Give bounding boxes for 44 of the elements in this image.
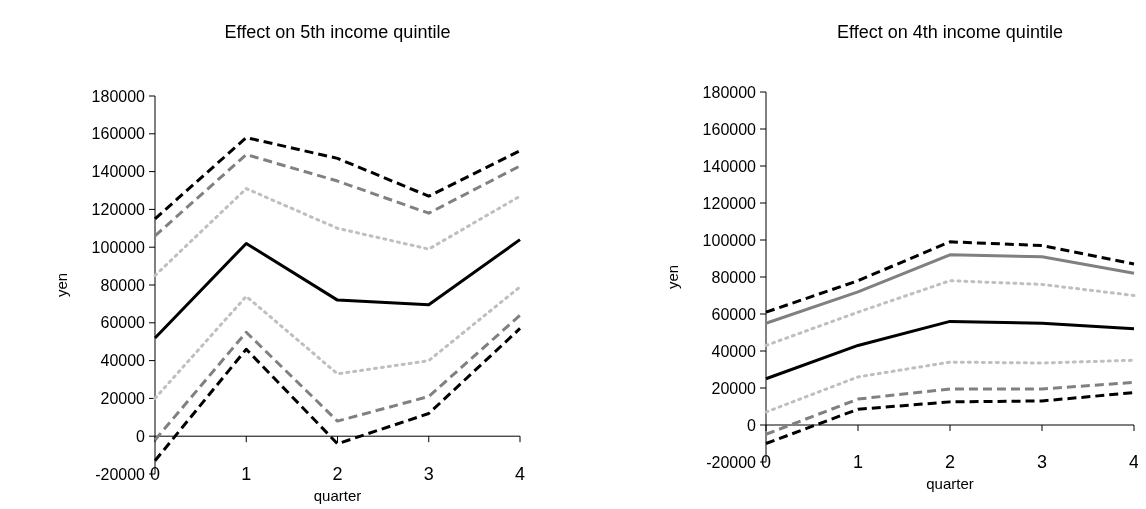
y-tick-label: 180000	[702, 83, 757, 101]
line-series	[153, 153, 522, 238]
y-tick-label: 20000	[711, 379, 757, 397]
y-tick-label: 40000	[711, 342, 757, 360]
y-tick-label: -20000	[95, 465, 146, 483]
x-tick-label: 0	[760, 452, 772, 473]
line-series	[153, 285, 522, 400]
y-tick-label: 40000	[100, 352, 146, 370]
y-tick-label: 180000	[91, 87, 146, 105]
y-tick-label: 80000	[711, 268, 757, 286]
chart-title: Effect on 5th income quintile	[224, 22, 451, 42]
line-series	[764, 253, 1136, 325]
y-tick-label: 60000	[711, 305, 757, 323]
x-tick-label: 3	[423, 464, 434, 485]
x-tick-label: 4	[1128, 452, 1140, 473]
y-tick-label: 20000	[100, 390, 146, 407]
x-tick-label: 1	[241, 464, 252, 485]
x-tick-label: 4	[514, 464, 526, 485]
y-tick-label: -20000	[706, 453, 757, 471]
y-axis-title: yen	[53, 272, 70, 298]
y-tick-label: 140000	[91, 163, 146, 181]
y-tick-label: 100000	[702, 231, 757, 249]
x-tick-label: 3	[1036, 452, 1048, 473]
line-series	[764, 358, 1136, 414]
line-series	[153, 187, 522, 278]
y-axis-title: yen	[664, 264, 681, 290]
y-tick-label: 100000	[91, 238, 146, 256]
y-tick-label: 0	[747, 416, 757, 434]
y-tick-label: 140000	[702, 157, 757, 175]
y-tick-label: 120000	[702, 194, 757, 212]
y-tick-label: 160000	[91, 125, 146, 143]
x-axis-title: quarter	[926, 475, 974, 492]
chart-title: Effect on 4th income quintile	[837, 22, 1063, 42]
x-tick-label: 2	[944, 452, 956, 473]
line-series	[764, 279, 1136, 347]
x-tick-label: 1	[852, 452, 864, 473]
x-axis-title: quarter	[313, 487, 362, 504]
x-tick-label: 2	[332, 464, 343, 485]
y-tick-label: 120000	[91, 201, 146, 218]
y-tick-label: 60000	[100, 314, 146, 332]
y-tick-label: 0	[136, 427, 146, 445]
y-tick-label: 80000	[100, 276, 146, 294]
x-tick-label: 0	[149, 464, 161, 485]
y-tick-label: 160000	[702, 120, 757, 138]
